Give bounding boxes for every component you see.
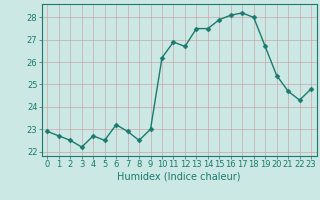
X-axis label: Humidex (Indice chaleur): Humidex (Indice chaleur) [117,172,241,182]
